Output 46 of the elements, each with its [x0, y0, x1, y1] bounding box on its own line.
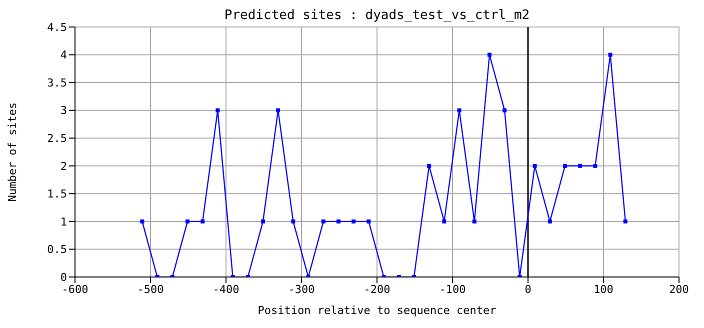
point — [487, 52, 492, 57]
y-tick-label: 0 — [60, 270, 67, 284]
point — [442, 219, 446, 224]
y-tick-label: 3.5 — [47, 76, 67, 90]
y-tick-label: 4.5 — [47, 20, 67, 34]
y-tick-label: 2 — [60, 160, 67, 173]
x-tick-label: -600 — [62, 282, 88, 296]
point — [502, 108, 507, 112]
point — [593, 164, 598, 168]
point — [608, 52, 612, 57]
point — [472, 219, 476, 224]
point — [200, 219, 205, 224]
point — [623, 219, 628, 224]
point — [352, 219, 356, 224]
y-axis-title: Number of sites — [6, 102, 19, 202]
point — [216, 108, 220, 112]
point — [427, 164, 432, 168]
x-tick-label: -500 — [137, 282, 164, 296]
x-tick-label: -200 — [364, 282, 390, 296]
point — [260, 219, 265, 224]
x-tick-label: 200 — [669, 282, 689, 296]
point — [276, 108, 280, 112]
point — [457, 108, 462, 112]
point — [578, 164, 582, 168]
point — [336, 219, 340, 224]
point — [532, 164, 537, 168]
x-tick-label: 100 — [594, 282, 614, 296]
x-tick-label: -400 — [212, 282, 240, 296]
y-tick-label: 1.5 — [47, 188, 67, 201]
point — [185, 219, 190, 224]
y-tick-label: 3 — [60, 104, 67, 118]
point — [548, 219, 552, 224]
x-tick-label: -100 — [439, 282, 466, 296]
x-axis-title: Position relative to sequence center — [258, 304, 497, 317]
chart-title: Predicted sites : dyads_test_vs_ctrl_m2 — [223, 8, 531, 23]
point — [562, 164, 567, 168]
x-tick-label: 0 — [524, 282, 532, 296]
point — [140, 219, 144, 224]
y-tick-label: 0.5 — [47, 243, 67, 256]
y-tick-label: 4 — [60, 48, 68, 62]
point — [291, 219, 296, 224]
point — [321, 219, 326, 224]
y-tick-label: 1 — [60, 215, 67, 228]
y-tick-label: 2.5 — [47, 132, 67, 146]
x-tick-label: -300 — [288, 282, 315, 296]
point — [366, 219, 371, 224]
